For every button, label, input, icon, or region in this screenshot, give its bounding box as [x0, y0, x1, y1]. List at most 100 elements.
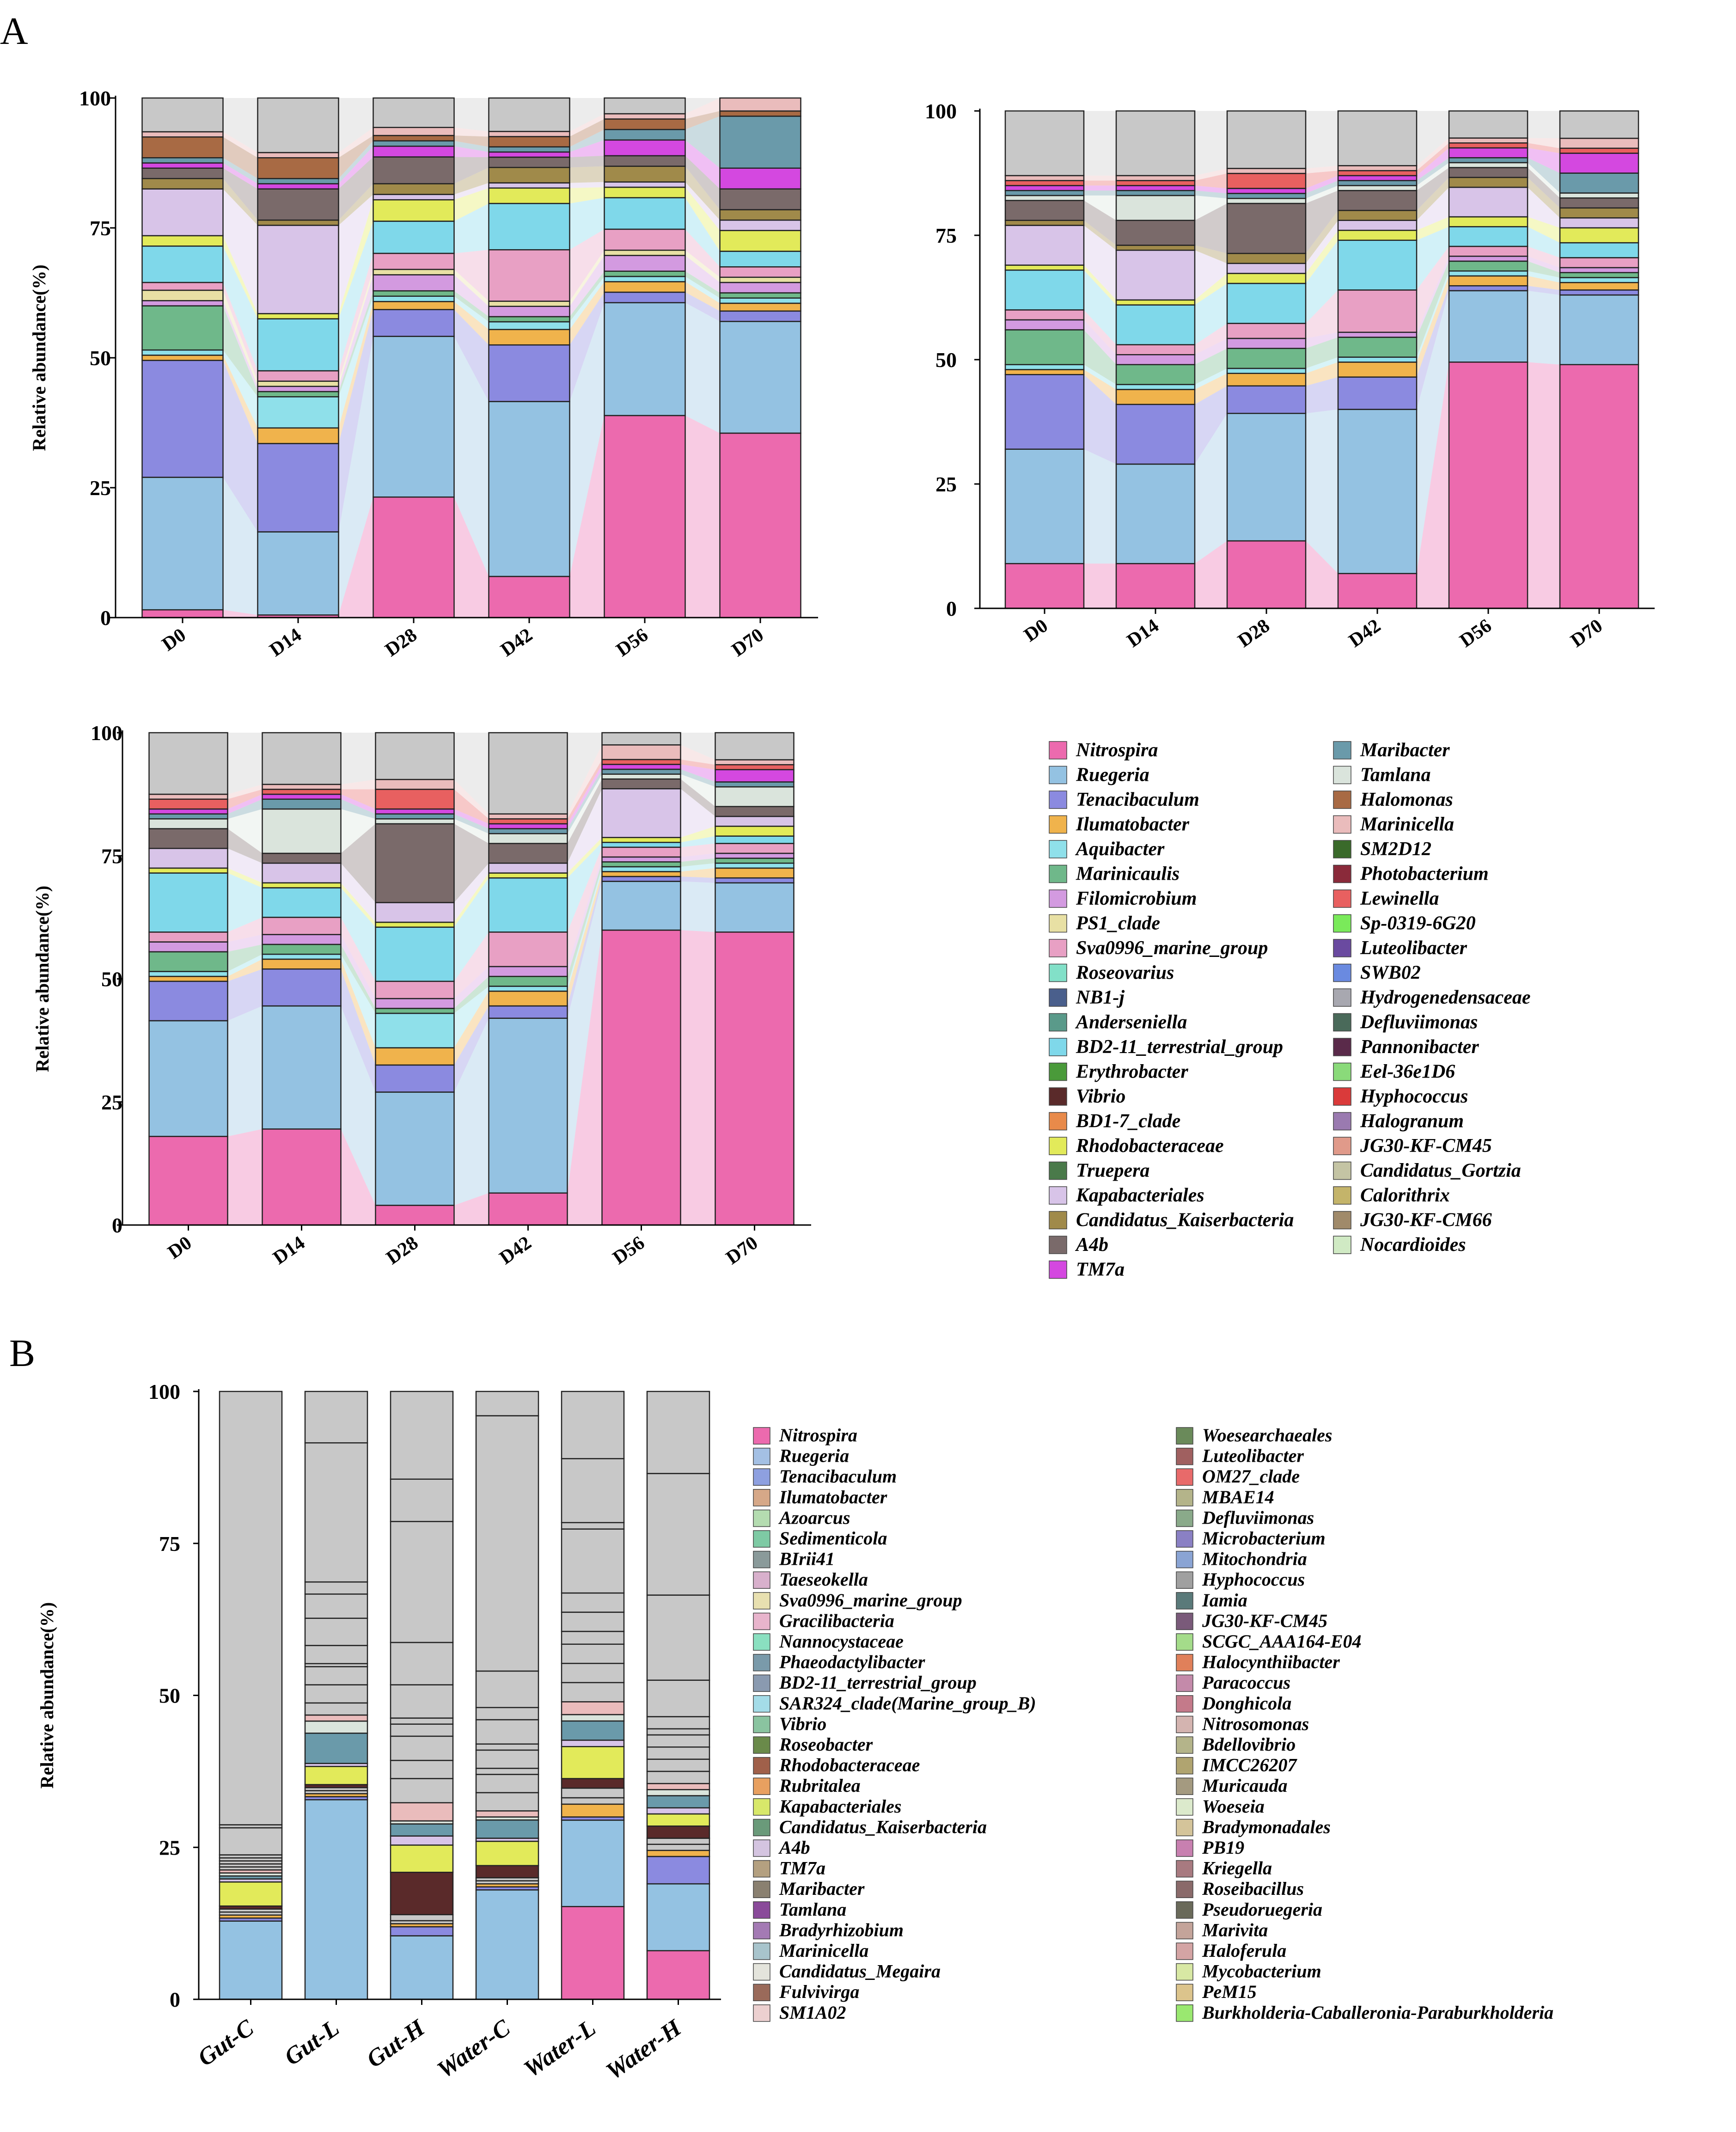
- flow-bands: [1084, 111, 1560, 608]
- bar-segment: [719, 321, 801, 434]
- bar-segment: [262, 862, 342, 884]
- bar-segment: [373, 97, 455, 128]
- bar-segment: [488, 97, 570, 132]
- flow-band: [338, 336, 373, 615]
- legend-swatch: [753, 1860, 770, 1878]
- flow-band: [680, 774, 715, 807]
- bar-segment: [141, 136, 224, 159]
- bar-segment: [375, 789, 455, 810]
- bar-segment: [148, 828, 228, 849]
- bar-segment: [488, 131, 570, 137]
- bar-segment: [1004, 190, 1085, 196]
- flow-band: [454, 814, 489, 834]
- bar-segment: [141, 97, 224, 133]
- bar-segment: [646, 1844, 710, 1851]
- flow-band: [685, 111, 720, 130]
- flow-band: [567, 842, 602, 932]
- bar-segment: [390, 1391, 454, 1480]
- bar-segment: [1226, 263, 1307, 274]
- bar-segment: [488, 1005, 568, 1019]
- bar-segment: [390, 1871, 454, 1916]
- flow-band: [227, 873, 263, 932]
- bar-segment: [488, 1017, 568, 1194]
- flow-band: [1417, 111, 1449, 166]
- flow-band: [569, 282, 605, 345]
- bar-segment: [1004, 200, 1085, 221]
- flow-band: [680, 876, 715, 883]
- bar-segment: [719, 209, 801, 221]
- bar-segment: [604, 165, 686, 183]
- y-axis-title: Relative abundance(%): [32, 886, 53, 1072]
- flow-band: [338, 221, 373, 371]
- legend-swatch: [1176, 1571, 1193, 1589]
- legend-swatch: [1333, 815, 1351, 834]
- y-axis-title: Relative abundance(%): [37, 1602, 57, 1789]
- flow-band: [1084, 180, 1116, 186]
- legend-label: Halocynthiibacter: [1202, 1652, 1340, 1673]
- bar-segment: [1448, 285, 1528, 292]
- bar-segment: [646, 1716, 710, 1730]
- flow-band: [680, 733, 715, 760]
- legend-swatch: [1049, 1186, 1067, 1205]
- legend-swatch: [753, 1942, 770, 1960]
- bar-segment: [719, 297, 801, 304]
- legend-label: Haloferula: [1202, 1940, 1286, 1961]
- bar-segment: [304, 1720, 368, 1734]
- flow-band: [1195, 173, 1227, 189]
- bar-segment: [1226, 373, 1307, 387]
- bar-segment: [646, 1789, 710, 1796]
- legend-swatch: [1176, 1798, 1193, 1816]
- bar-segment: [488, 828, 568, 834]
- flow-band: [1306, 377, 1338, 414]
- x-tick-label: D14: [269, 1232, 309, 1269]
- bar-segment: [1448, 361, 1528, 609]
- y-tick-label: 50: [101, 968, 122, 991]
- bar-segment: [375, 1008, 455, 1014]
- bar-segment: [390, 1478, 454, 1522]
- legend-label: Ilumatobacter: [1076, 814, 1190, 835]
- bar-segment: [1226, 252, 1307, 264]
- legend-label: Hydrogenedensaceae: [1360, 987, 1531, 1008]
- legend-label: Bradyrhizobium: [779, 1919, 904, 1940]
- bar-segment: [390, 1778, 454, 1804]
- bar-segment: [1226, 348, 1307, 369]
- flow-band: [1084, 374, 1116, 464]
- bar-segment: [1448, 186, 1528, 218]
- legend-swatch: [1333, 988, 1351, 1007]
- flow-band: [1195, 185, 1227, 194]
- flow-band: [341, 1006, 376, 1206]
- flow-band: [338, 157, 373, 221]
- bar-segment: [488, 321, 570, 331]
- bar-segment: [1115, 190, 1196, 196]
- bar-segment: [141, 609, 224, 619]
- y-tick-label: 50: [90, 346, 111, 370]
- chart-a1: 0 25 50 75 100 D0 D14 D28 D42 D56 D70 Relative abun…: [29, 86, 818, 661]
- legend-swatch: [1333, 889, 1351, 908]
- flow-band: [341, 934, 376, 1009]
- bar-segment: [561, 1820, 625, 1907]
- flow-band: [685, 116, 720, 168]
- flow-band: [1084, 270, 1116, 345]
- bar-segment: [715, 882, 795, 933]
- legend-label: Erythrobacter: [1076, 1061, 1188, 1083]
- bar-segment: [719, 282, 801, 294]
- bar-segment: [561, 1803, 625, 1818]
- bar-segment: [488, 166, 570, 184]
- flow-band: [569, 229, 605, 301]
- x-tick-label: Gut-C: [193, 2014, 259, 2071]
- legend-swatch: [1049, 1137, 1067, 1155]
- flow-band: [1528, 286, 1560, 295]
- flow-band: [454, 873, 489, 927]
- bar-segment: [1115, 175, 1196, 181]
- legend-swatch: [1176, 2004, 1193, 2022]
- bar-segment: [1004, 220, 1085, 226]
- bar-segment: [488, 990, 568, 1007]
- bar-segment: [373, 295, 455, 302]
- flow-band: [685, 271, 720, 298]
- panel-label-b: B: [9, 1332, 35, 1375]
- bar-segment: [1448, 110, 1528, 139]
- bar-segment: [1559, 267, 1639, 273]
- flow-band: [338, 184, 373, 226]
- legend-label: Nocardioides: [1360, 1234, 1466, 1256]
- legend-swatch: [1333, 963, 1351, 982]
